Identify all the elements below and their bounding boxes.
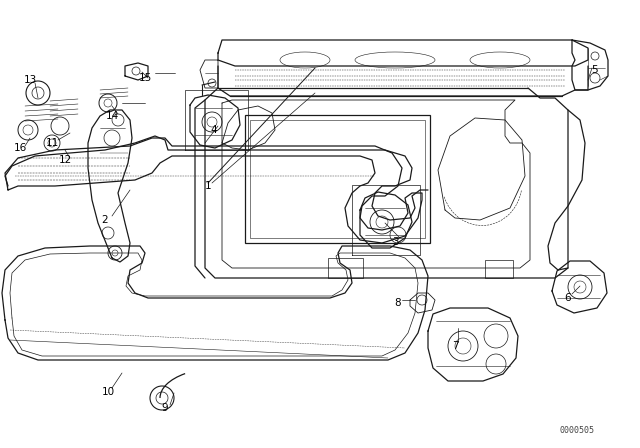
Text: 13: 13 (24, 75, 36, 85)
Text: 16: 16 (13, 143, 27, 153)
Bar (485, 260, 513, 278)
Bar (328, 258, 363, 278)
Bar (250, 120, 425, 238)
Text: 0000505: 0000505 (560, 426, 595, 435)
Text: 11: 11 (45, 138, 59, 148)
Text: 14: 14 (106, 111, 118, 121)
Bar (245, 115, 430, 243)
Text: 1: 1 (205, 181, 211, 191)
Text: 6: 6 (564, 293, 572, 303)
Text: 7: 7 (452, 341, 458, 351)
Text: 3: 3 (392, 237, 398, 247)
Text: 2: 2 (102, 215, 108, 225)
Text: 5: 5 (592, 65, 598, 75)
Text: 10: 10 (101, 387, 115, 397)
Text: 12: 12 (58, 155, 72, 165)
Text: 4: 4 (211, 125, 218, 135)
Text: 9: 9 (162, 403, 168, 413)
Text: 8: 8 (395, 298, 401, 308)
Text: 15: 15 (138, 73, 152, 83)
